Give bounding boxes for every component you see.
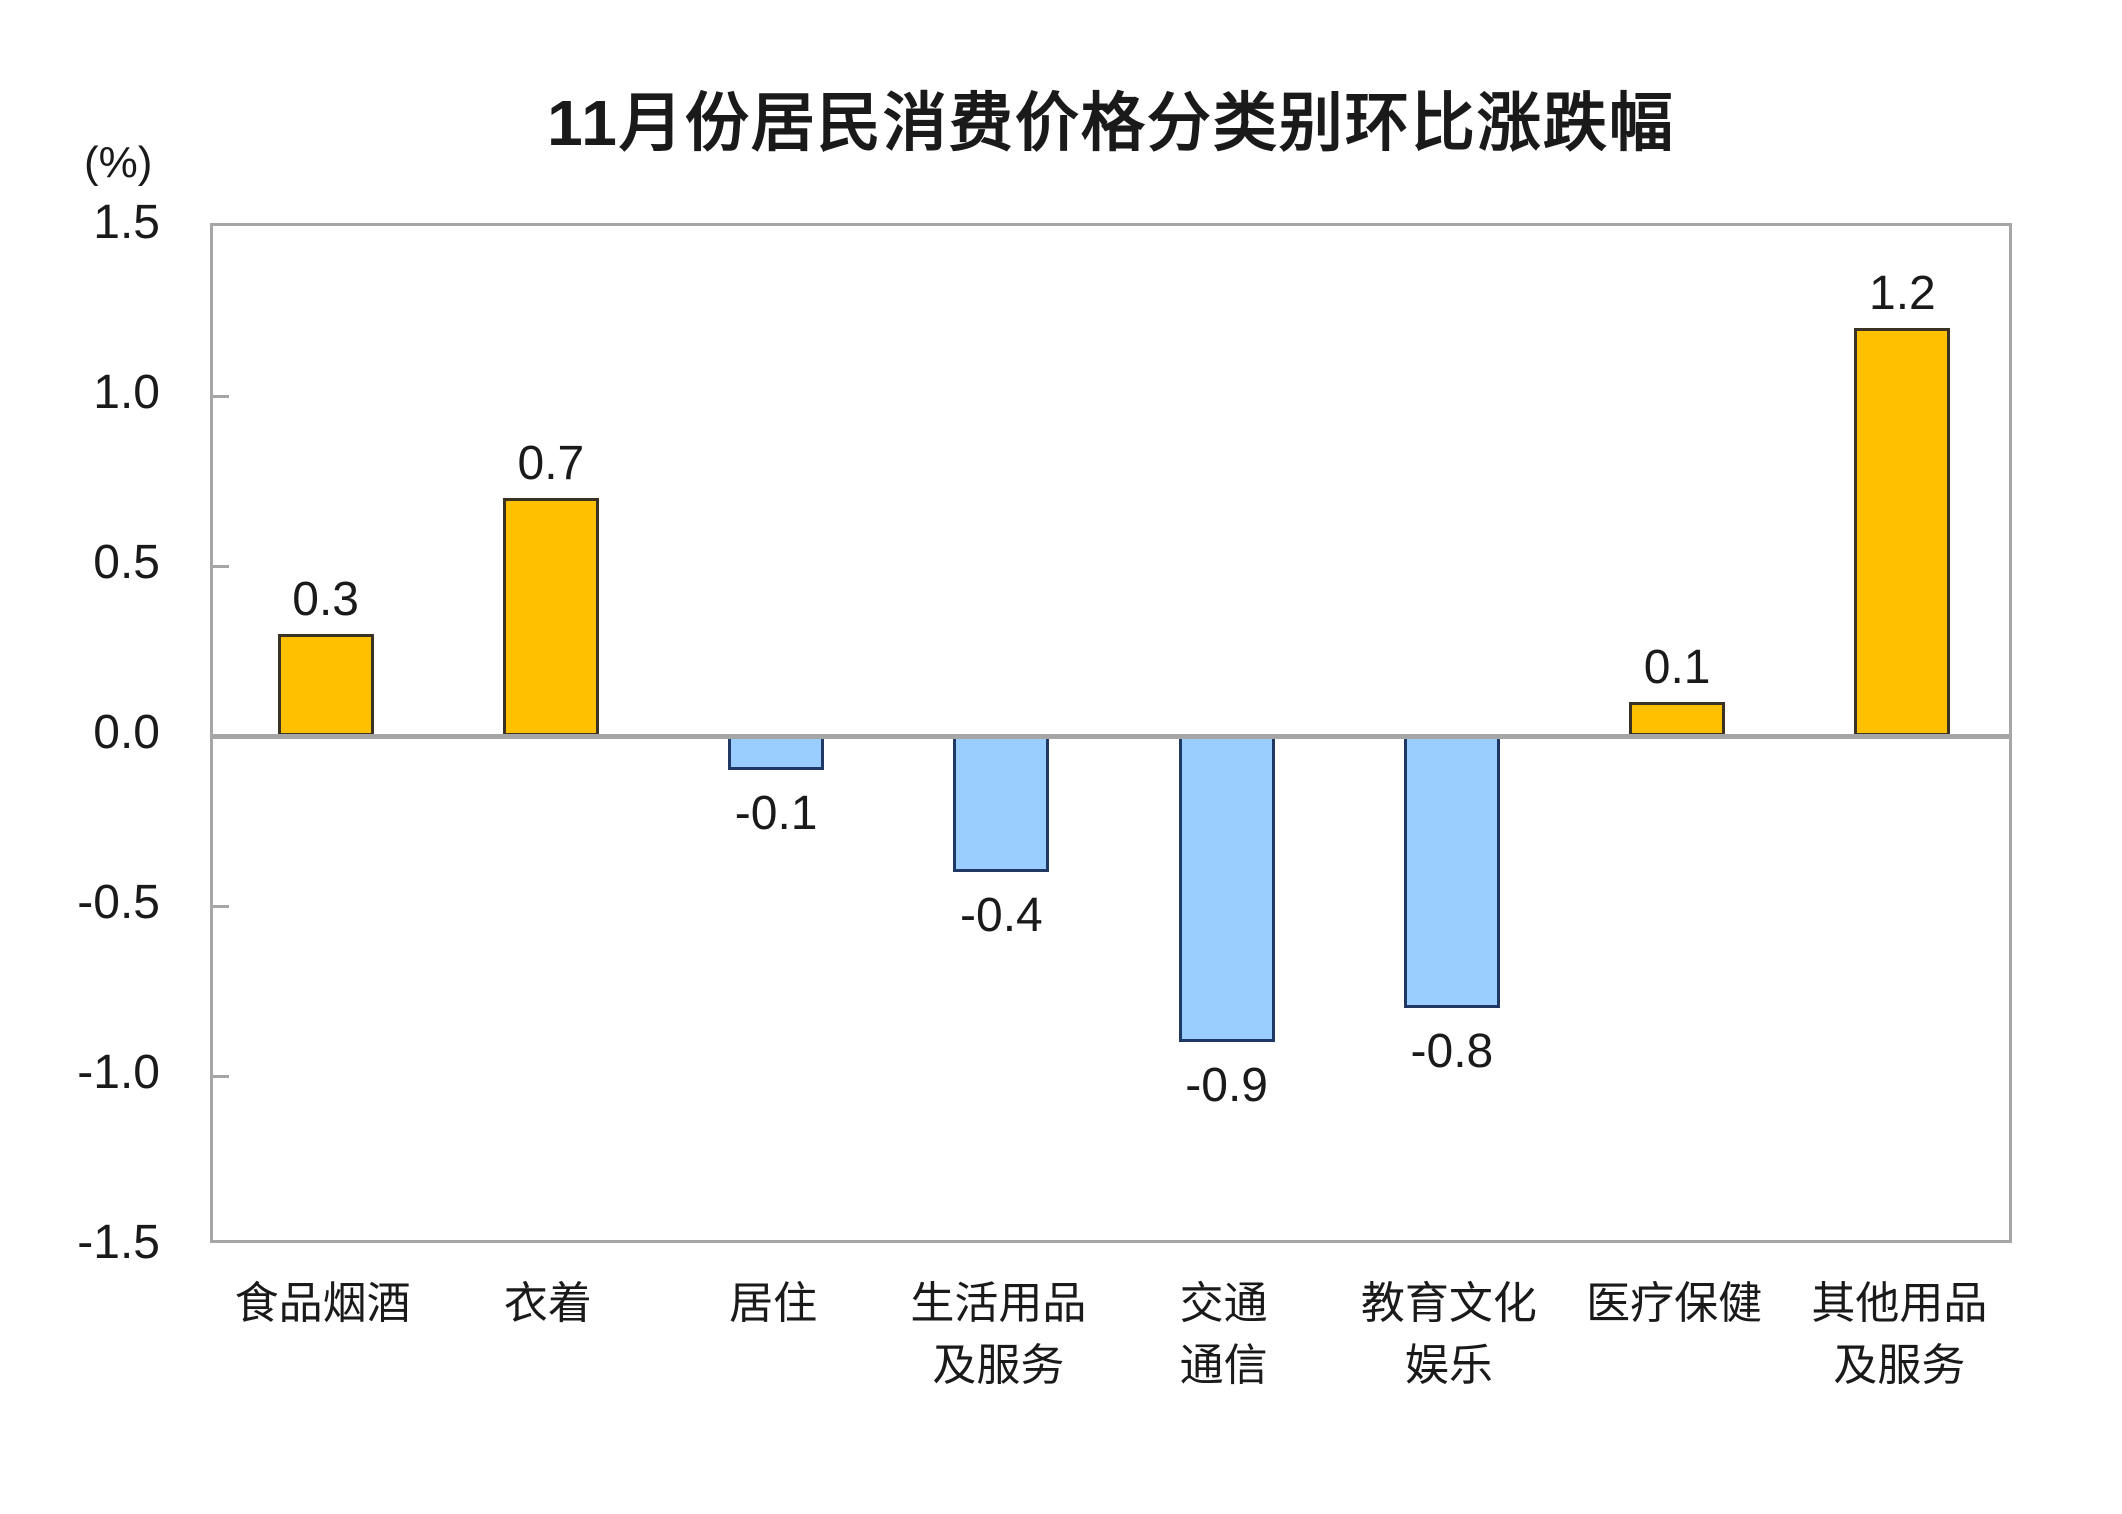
bar-1 [502, 498, 599, 736]
bar-value-label: 0.1 [1643, 641, 1711, 694]
bar-value-label: -0.8 [1410, 1025, 1494, 1078]
y-axis-tick [213, 564, 229, 568]
bar-3 [953, 736, 1050, 872]
bar-7 [1854, 328, 1951, 736]
bar-4 [1178, 736, 1275, 1042]
bar-2 [728, 736, 825, 770]
x-tick-label: 生活用品 及服务 [910, 1279, 1087, 1390]
bar-value-label: 0.7 [517, 437, 585, 490]
x-tick-label: 衣着 [503, 1279, 592, 1328]
x-tick-label: 居住 [729, 1279, 818, 1328]
y-tick-label: 0.5 [93, 536, 160, 589]
bar-value-label: -0.4 [960, 889, 1043, 942]
bar-value-label: -0.9 [1185, 1059, 1268, 1112]
y-axis-tick [213, 394, 229, 398]
chart-title: 11月份居民消费价格分类别环比涨跌幅 [547, 87, 1675, 159]
bar-value-label: 1.2 [1869, 267, 1936, 320]
x-tick-label: 食品烟酒 [234, 1279, 411, 1328]
y-axis-tick [213, 1074, 229, 1078]
y-axis-unit-label: (%) [84, 138, 153, 187]
y-tick-label: 1.0 [93, 366, 160, 419]
y-tick-label: 0.0 [93, 706, 160, 759]
x-tick-label: 交通 通信 [1179, 1279, 1268, 1390]
bar-value-label: -0.1 [734, 787, 818, 840]
bar-0 [277, 634, 374, 736]
bar-6 [1629, 702, 1726, 736]
y-axis-tick [213, 904, 229, 908]
x-tick-label: 教育文化 娱乐 [1360, 1279, 1537, 1390]
plot-area: 0.3 0.7 -0.1 -0.4 -0.9 -0.8 0.1 1.2 [210, 223, 2012, 1243]
y-tick-label: -1.5 [77, 1216, 160, 1269]
x-tick-label: 其他用品 及服务 [1811, 1279, 1988, 1390]
zero-line [213, 733, 2009, 739]
y-tick-label: -0.5 [77, 876, 160, 929]
y-tick-label: -1.0 [77, 1046, 160, 1099]
bar-5 [1403, 736, 1500, 1008]
y-tick-label: 1.5 [93, 196, 160, 249]
x-tick-label: 医疗保健 [1586, 1279, 1763, 1328]
bar-value-label: 0.3 [292, 573, 359, 626]
